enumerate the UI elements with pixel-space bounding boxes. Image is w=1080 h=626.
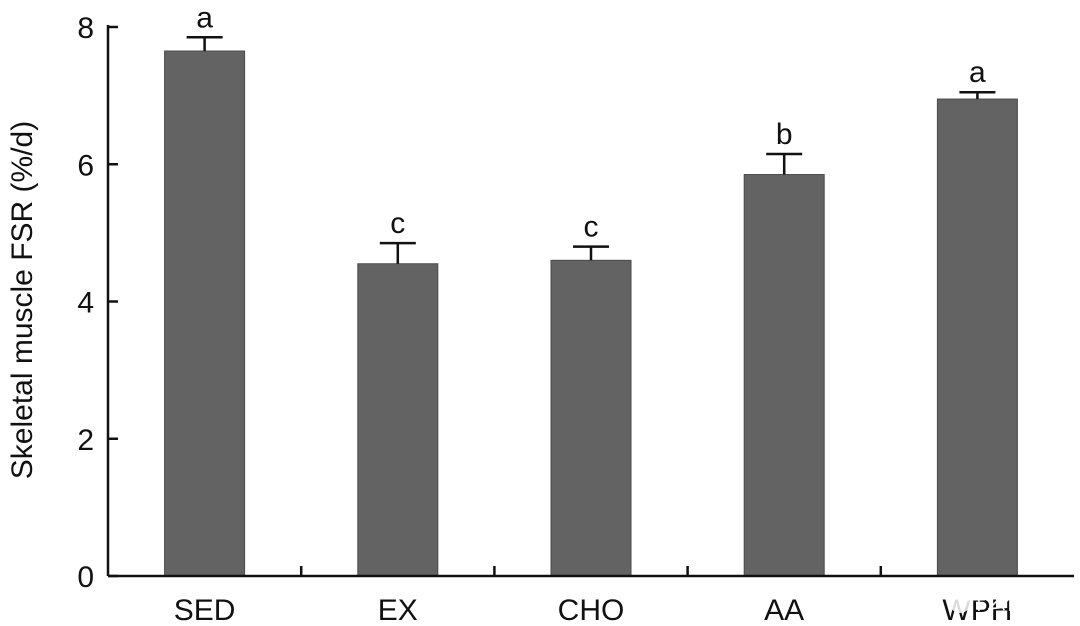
- x-tick-label-sed: SED: [174, 594, 236, 626]
- bar-ex: [357, 263, 439, 577]
- significance-label-cho: c: [584, 211, 599, 244]
- y-axis: 0 2 4 6 8: [77, 12, 118, 594]
- y-axis-title: Skeletal muscle FSR (%/d): [6, 121, 39, 479]
- x-tick-label-aa: AA: [764, 594, 804, 626]
- bars-group: [164, 50, 1018, 577]
- y-tick-label: 2: [77, 424, 94, 457]
- y-tick-label: 8: [77, 12, 94, 45]
- bar-wph: [936, 98, 1018, 577]
- error-bars-group: [186, 36, 996, 264]
- y-tick-label: 0: [77, 561, 94, 594]
- bar-cho: [550, 259, 632, 577]
- watermark-text: 什么值得买: [966, 590, 1066, 614]
- bar-aa: [743, 174, 825, 577]
- significance-label-aa: b: [776, 118, 793, 151]
- x-axis: SED EX CHO AA WPH: [108, 566, 1074, 626]
- significance-label-sed: a: [196, 1, 213, 34]
- significance-labels-group: a c c b a: [196, 1, 986, 243]
- significance-label-ex: c: [390, 207, 405, 240]
- y-tick-label: 4: [77, 287, 94, 320]
- x-tick-label-ex: EX: [378, 594, 418, 626]
- x-tick-label-cho: CHO: [558, 594, 625, 626]
- bar-sed: [164, 50, 246, 577]
- significance-label-wph: a: [969, 56, 986, 89]
- zhi-icon: [949, 591, 971, 613]
- watermark: 什么值得买: [949, 590, 1066, 614]
- y-tick-label: 6: [77, 149, 94, 182]
